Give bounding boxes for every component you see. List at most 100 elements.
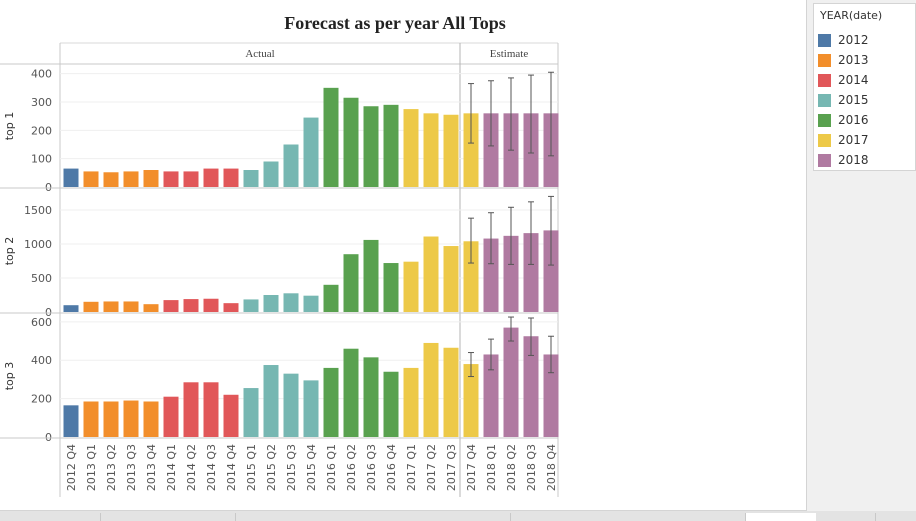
x-tick-label: 2016 Q1 (325, 444, 338, 491)
legend-label: 2018 (838, 153, 869, 167)
bar (203, 168, 219, 187)
bar (163, 300, 179, 312)
bar (343, 348, 359, 437)
legend-label: 2013 (838, 53, 869, 67)
x-tick-label: 2015 Q4 (305, 444, 318, 491)
bar (243, 299, 259, 312)
sheet-tab[interactable] (745, 513, 816, 521)
bar (83, 301, 99, 312)
x-tick-label: 2013 Q2 (105, 444, 118, 491)
bar (263, 295, 279, 312)
x-tick-label: 2016 Q3 (365, 444, 378, 491)
bar (283, 293, 299, 312)
bar (163, 171, 179, 187)
bar (403, 109, 419, 187)
bar (83, 401, 99, 437)
bar (143, 170, 159, 187)
row-label-top-2: top 2 (3, 237, 16, 266)
y-tick-label: 1500 (24, 204, 52, 217)
bar (383, 104, 399, 187)
bar (403, 261, 419, 312)
x-tick-label: 2017 Q2 (425, 444, 438, 491)
bar (243, 388, 259, 437)
legend-swatch (818, 54, 831, 67)
bar (143, 401, 159, 437)
sheet-tab[interactable] (235, 513, 356, 521)
bar (363, 239, 379, 312)
legend-swatch (818, 134, 831, 147)
row-label-top-3: top 3 (3, 362, 16, 391)
bar (463, 241, 479, 312)
bar (123, 171, 139, 187)
y-tick-label: 100 (31, 153, 52, 166)
y-tick-label: 200 (31, 124, 52, 137)
bar (83, 171, 99, 187)
legend-swatch (818, 154, 831, 167)
legend-label: 2017 (838, 133, 869, 147)
x-tick-label: 2015 Q1 (245, 444, 258, 491)
x-tick-label: 2012 Q4 (65, 444, 78, 491)
sheet-tab-strip (0, 511, 916, 521)
y-tick-label: 400 (31, 354, 52, 367)
bar (103, 172, 119, 187)
row-label-top-1: top 1 (3, 112, 16, 141)
x-tick-label: 2014 Q4 (225, 444, 238, 491)
bar (243, 170, 259, 187)
bar (483, 113, 499, 187)
bar (223, 303, 239, 312)
bar (383, 371, 399, 437)
bar (503, 327, 519, 437)
y-tick-label: 1000 (24, 238, 52, 251)
y-tick-label: 400 (31, 68, 52, 81)
legend-swatch (818, 74, 831, 87)
bar (183, 299, 199, 312)
x-tick-label: 2013 Q3 (125, 444, 138, 491)
bar (263, 365, 279, 437)
bar (503, 235, 519, 312)
sheet-tab[interactable] (875, 513, 916, 521)
legend-title: YEAR(date) (820, 9, 883, 22)
legend-label: 2014 (838, 73, 869, 87)
legend-label: 2015 (838, 93, 869, 107)
bar (423, 236, 439, 312)
bar (203, 298, 219, 312)
bar (403, 367, 419, 437)
bar (363, 357, 379, 437)
x-tick-label: 2017 Q1 (405, 444, 418, 491)
chart-panel: Forecast as per year All Tops Actual Esti… (0, 0, 807, 511)
bar (103, 301, 119, 312)
bar (523, 233, 539, 312)
bar (63, 305, 79, 312)
bar (383, 263, 399, 312)
bar (303, 117, 319, 187)
x-tick-label: 2013 Q1 (85, 444, 98, 491)
bar (123, 301, 139, 312)
bar (103, 401, 119, 437)
bar (203, 382, 219, 437)
x-tick-label: 2014 Q2 (185, 444, 198, 491)
x-tick-label: 2015 Q2 (265, 444, 278, 491)
bar (523, 336, 539, 437)
x-tick-label: 2018 Q4 (545, 444, 558, 491)
bar (283, 144, 299, 187)
bar (483, 238, 499, 312)
bar (463, 364, 479, 437)
chart-title: Forecast as per year All Tops (284, 13, 506, 33)
bar (123, 400, 139, 437)
x-tick-label: 2013 Q4 (145, 444, 158, 491)
bar (363, 106, 379, 187)
sheet-tab[interactable] (100, 513, 221, 521)
y-tick-label: 500 (31, 272, 52, 285)
bar (183, 171, 199, 187)
legend-swatch (818, 34, 831, 47)
bar (323, 367, 339, 437)
sheet-tab[interactable] (510, 513, 591, 521)
bar (283, 373, 299, 437)
bar (183, 382, 199, 437)
bar (423, 342, 439, 437)
x-tick-label: 2014 Q3 (205, 444, 218, 491)
bar (143, 304, 159, 312)
bar (263, 161, 279, 187)
bar (343, 254, 359, 312)
x-tick-label: 2017 Q4 (465, 444, 478, 491)
